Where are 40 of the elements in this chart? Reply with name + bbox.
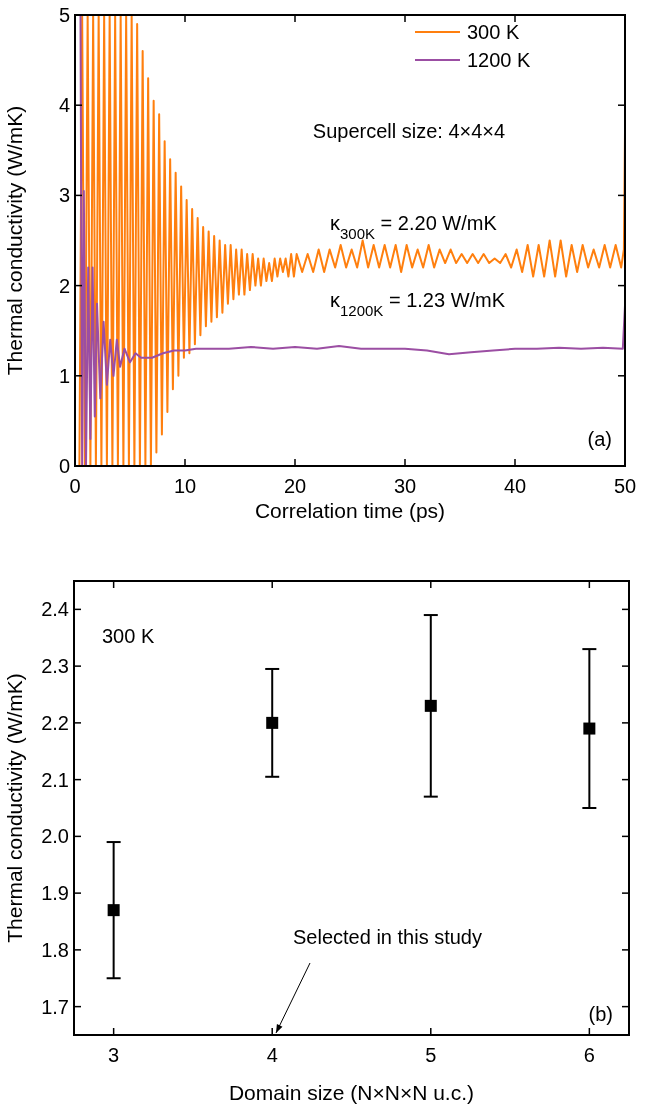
- point: [424, 699, 437, 712]
- point: [107, 904, 120, 917]
- x-axis-title: Domain size (N×N×N u.c.): [228, 1081, 475, 1104]
- x-tick-label: 3: [108, 1044, 120, 1066]
- annotation: (a): [587, 428, 612, 450]
- legend-label: 1200 K: [467, 49, 532, 71]
- annotation: 300 K: [102, 625, 155, 647]
- y-tick-label: 3: [58, 184, 70, 207]
- annotation: κ$_{300K}$ = 2.20 W/mK: [330, 212, 498, 242]
- point: [266, 716, 279, 729]
- y-tick-label: 5: [58, 4, 70, 26]
- annotation: (b): [588, 1003, 613, 1025]
- x-tick-label: 10: [173, 475, 197, 497]
- y-tick-label: 2.0: [41, 825, 69, 848]
- annotation: κ$_{1200K}$ = 1.23 W/mK: [330, 289, 506, 319]
- x-tick-label: 30: [393, 475, 417, 497]
- annotation: Supercell size: 4×4×4: [312, 120, 506, 142]
- y-tick-label: 1: [58, 364, 70, 387]
- x-tick-label: 4: [266, 1044, 278, 1066]
- y-tick-label: 2.2: [41, 711, 69, 734]
- y-tick-label: 2.3: [41, 655, 69, 678]
- y-tick-label: 2.4: [41, 598, 69, 621]
- y-tick-label: 1.7: [41, 995, 69, 1018]
- x-tick-label: 40: [503, 475, 527, 497]
- y-axis-title: Thermal conductivity (W/mK): [3, 105, 26, 376]
- x-tick-label: 50: [613, 475, 637, 497]
- point: [583, 722, 596, 735]
- y-tick-label: 1.9: [41, 882, 69, 905]
- y-tick-label: 2: [58, 274, 70, 297]
- annotation: Selected in this study: [293, 926, 482, 948]
- x-axis-title: Correlation time (ps): [254, 499, 446, 522]
- x-tick-label: 6: [583, 1044, 595, 1066]
- y-axis-title: Thermal conductivity (W/mK): [3, 673, 26, 943]
- y-tick-label: 1.8: [41, 938, 69, 961]
- y-tick-label: 0: [58, 455, 70, 477]
- x-tick-label: 5: [425, 1044, 437, 1066]
- y-tick-label: 4: [58, 94, 70, 117]
- x-tick-label: 20: [283, 475, 307, 497]
- legend-label: 300 K: [467, 21, 520, 43]
- y-tick-label: 2.1: [41, 768, 69, 791]
